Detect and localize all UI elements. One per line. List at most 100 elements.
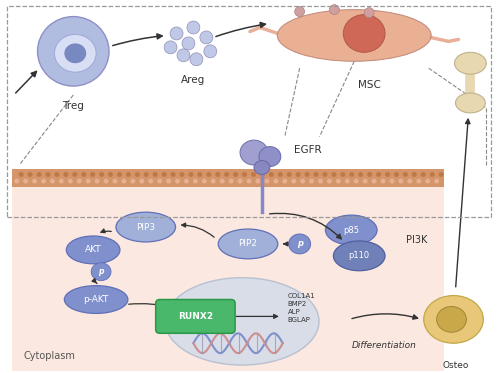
Ellipse shape bbox=[190, 53, 203, 66]
Circle shape bbox=[434, 179, 439, 184]
Circle shape bbox=[438, 172, 444, 177]
Text: EGFR: EGFR bbox=[294, 145, 322, 155]
Circle shape bbox=[32, 179, 37, 184]
Circle shape bbox=[336, 179, 341, 184]
Bar bbox=[12, 169, 444, 187]
Circle shape bbox=[148, 179, 153, 184]
Circle shape bbox=[354, 179, 358, 184]
Circle shape bbox=[403, 172, 408, 177]
Circle shape bbox=[264, 179, 270, 184]
Circle shape bbox=[68, 179, 73, 184]
Circle shape bbox=[358, 172, 363, 177]
Circle shape bbox=[350, 172, 354, 177]
Circle shape bbox=[216, 172, 220, 177]
Circle shape bbox=[412, 172, 417, 177]
Circle shape bbox=[345, 179, 350, 184]
Circle shape bbox=[304, 172, 310, 177]
Circle shape bbox=[421, 172, 426, 177]
Circle shape bbox=[193, 179, 198, 184]
Ellipse shape bbox=[200, 31, 213, 44]
Circle shape bbox=[122, 179, 126, 184]
Circle shape bbox=[278, 172, 283, 177]
Circle shape bbox=[332, 172, 336, 177]
Circle shape bbox=[256, 179, 260, 184]
Ellipse shape bbox=[54, 34, 96, 72]
Ellipse shape bbox=[38, 16, 109, 86]
Circle shape bbox=[367, 172, 372, 177]
Circle shape bbox=[394, 172, 399, 177]
Circle shape bbox=[242, 172, 247, 177]
Circle shape bbox=[86, 179, 90, 184]
Circle shape bbox=[46, 172, 51, 177]
Ellipse shape bbox=[364, 7, 374, 18]
Text: Treg: Treg bbox=[62, 101, 84, 111]
Circle shape bbox=[425, 179, 430, 184]
Ellipse shape bbox=[294, 7, 304, 16]
Ellipse shape bbox=[254, 160, 270, 175]
Ellipse shape bbox=[164, 41, 177, 54]
Ellipse shape bbox=[454, 52, 486, 74]
Ellipse shape bbox=[170, 27, 183, 40]
Circle shape bbox=[130, 179, 136, 184]
Circle shape bbox=[117, 172, 122, 177]
Circle shape bbox=[170, 172, 175, 177]
Ellipse shape bbox=[177, 49, 190, 62]
Ellipse shape bbox=[456, 93, 486, 113]
Circle shape bbox=[59, 179, 64, 184]
Ellipse shape bbox=[259, 147, 281, 166]
Text: PI3K: PI3K bbox=[406, 235, 427, 245]
Ellipse shape bbox=[116, 212, 176, 242]
Circle shape bbox=[64, 172, 68, 177]
Circle shape bbox=[318, 179, 323, 184]
Ellipse shape bbox=[91, 263, 111, 280]
Circle shape bbox=[372, 179, 376, 184]
Circle shape bbox=[430, 172, 434, 177]
Circle shape bbox=[246, 179, 252, 184]
Circle shape bbox=[14, 179, 19, 184]
Circle shape bbox=[90, 172, 95, 177]
Circle shape bbox=[202, 179, 207, 184]
Text: Areg: Areg bbox=[182, 75, 206, 85]
Ellipse shape bbox=[66, 236, 120, 264]
FancyBboxPatch shape bbox=[156, 300, 235, 333]
Text: Osteo: Osteo bbox=[442, 361, 468, 370]
Circle shape bbox=[157, 179, 162, 184]
Circle shape bbox=[390, 179, 394, 184]
Circle shape bbox=[23, 179, 28, 184]
Text: p-AKT: p-AKT bbox=[84, 295, 109, 304]
Circle shape bbox=[238, 179, 242, 184]
Ellipse shape bbox=[424, 295, 484, 343]
Circle shape bbox=[126, 172, 131, 177]
Text: AKT: AKT bbox=[85, 245, 102, 254]
Circle shape bbox=[50, 179, 55, 184]
Ellipse shape bbox=[240, 140, 268, 165]
Circle shape bbox=[286, 172, 292, 177]
Circle shape bbox=[188, 172, 194, 177]
Circle shape bbox=[408, 179, 412, 184]
Ellipse shape bbox=[330, 5, 340, 15]
Text: p: p bbox=[98, 267, 104, 276]
Circle shape bbox=[144, 172, 148, 177]
Ellipse shape bbox=[187, 21, 200, 34]
Circle shape bbox=[282, 179, 287, 184]
Circle shape bbox=[220, 179, 224, 184]
Circle shape bbox=[300, 179, 305, 184]
Circle shape bbox=[291, 179, 296, 184]
Circle shape bbox=[309, 179, 314, 184]
Circle shape bbox=[224, 172, 229, 177]
Circle shape bbox=[99, 172, 104, 177]
Ellipse shape bbox=[344, 15, 385, 52]
Circle shape bbox=[380, 179, 386, 184]
Text: MSC: MSC bbox=[358, 80, 380, 90]
Circle shape bbox=[327, 179, 332, 184]
Text: Differentiation: Differentiation bbox=[352, 341, 416, 350]
Text: p85: p85 bbox=[344, 226, 359, 235]
Circle shape bbox=[94, 179, 100, 184]
Text: PIP3: PIP3 bbox=[136, 223, 156, 232]
Circle shape bbox=[140, 179, 144, 184]
Circle shape bbox=[28, 172, 32, 177]
Circle shape bbox=[376, 172, 381, 177]
Ellipse shape bbox=[218, 229, 278, 259]
Bar bbox=[2, 1, 498, 187]
Ellipse shape bbox=[64, 286, 128, 313]
